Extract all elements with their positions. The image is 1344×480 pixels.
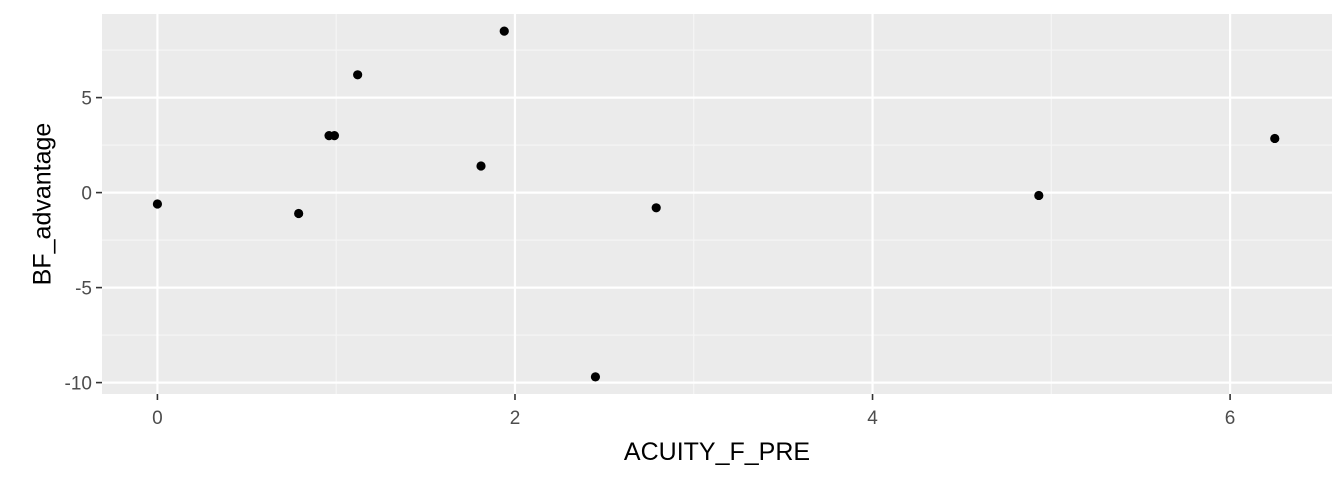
x-tick-label: 6: [1225, 408, 1236, 429]
x-tick-label: 4: [867, 408, 878, 429]
y-axis: -10 -5 0 5: [65, 89, 102, 395]
minor-gridlines: [102, 14, 1332, 394]
x-axis: 0 2 4 6: [152, 394, 1235, 429]
data-point: [1270, 133, 1280, 144]
data-point: [651, 203, 661, 213]
y-tick-label: 5: [81, 89, 92, 110]
y-axis-title: BF_advantage: [29, 123, 57, 286]
x-tick-label: 0: [152, 408, 163, 429]
data-point: [294, 208, 304, 219]
data-point: [152, 199, 163, 209]
x-axis-title: ACUITY_F_PRE: [624, 438, 810, 466]
data-point: [499, 26, 509, 36]
data-point: [329, 131, 340, 141]
y-tick-label: -10: [65, 374, 92, 395]
y-tick-label: 0: [81, 184, 92, 205]
major-gridlines: [102, 14, 1332, 394]
data-point: [353, 70, 363, 80]
x-tick-label: 2: [510, 408, 521, 429]
data-point: [1034, 190, 1044, 201]
data-point: [590, 372, 601, 382]
data-points: [152, 26, 1280, 382]
y-tick-label: -5: [75, 279, 92, 300]
data-point: [476, 161, 486, 171]
plot-panel: [102, 14, 1332, 394]
